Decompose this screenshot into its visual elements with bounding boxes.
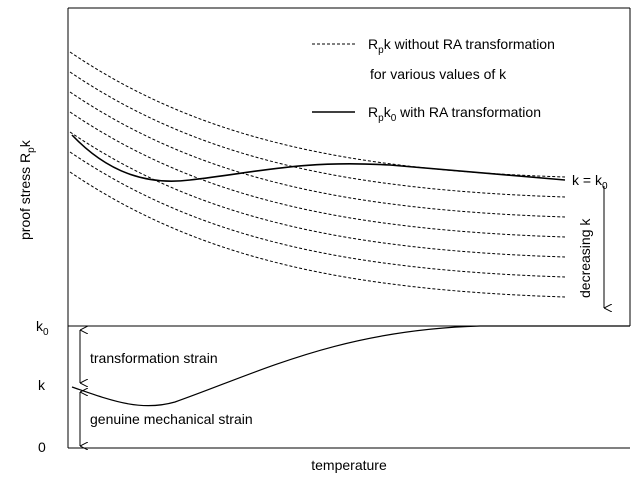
curve-label: k = k0 — [572, 172, 608, 192]
annotation-lower: genuine mechanical strain — [90, 411, 253, 427]
arrows — [79, 186, 604, 446]
annotation-upper: transformation strain — [90, 350, 218, 366]
legend-dashed: Rpk without RA transformation — [368, 36, 555, 56]
legend-dashed-2: for various values of k — [370, 66, 507, 82]
x-axis-label: temperature — [311, 457, 387, 473]
y-axis-label: proof stress Rpk — [17, 139, 37, 240]
dashed-curves — [69, 51, 566, 298]
solid-curve — [71, 134, 566, 182]
frame — [67, 7, 631, 449]
lower-axis-middle: k — [38, 377, 46, 393]
strain-curve — [71, 325, 630, 407]
lower-axis-bottom: 0 — [38, 439, 46, 455]
legend: Rpk without RA transformation for variou… — [312, 36, 555, 124]
legend-solid: Rpk0 with RA transformation — [368, 104, 541, 124]
trend-label: decreasing k — [577, 218, 593, 298]
lower-axis-top: k0 — [36, 318, 49, 338]
